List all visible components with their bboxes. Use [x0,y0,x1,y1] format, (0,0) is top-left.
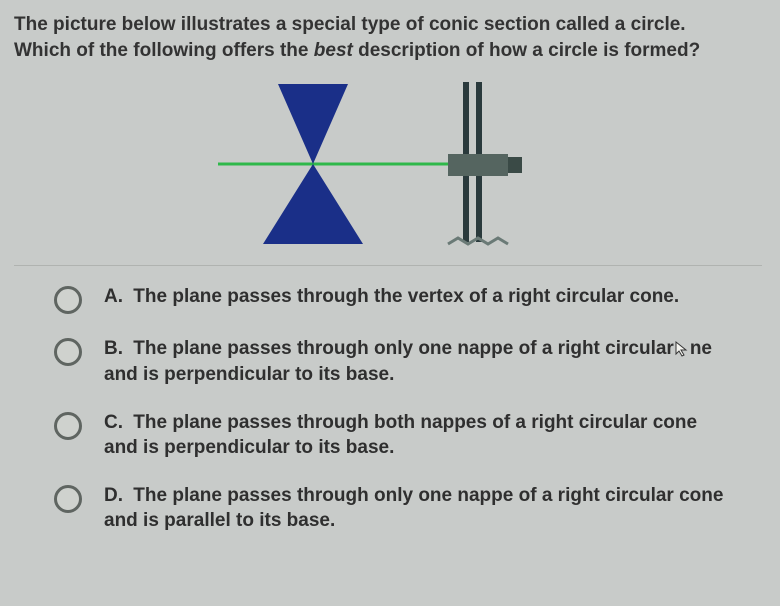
conic-figure [218,74,558,254]
option-c[interactable]: C. The plane passes through both nappes … [54,410,752,461]
option-c-letter: C. [104,410,128,436]
option-b-body-pre: The plane passes through only one nappe … [133,338,674,359]
radio-c[interactable] [54,412,82,440]
options-list: A. The plane passes through the vertex o… [14,284,762,534]
option-d-letter: D. [104,483,128,509]
radio-b[interactable] [54,338,82,366]
conic-svg [218,74,558,254]
radio-d[interactable] [54,485,82,513]
question-prompt: The picture below illustrates a special … [14,12,762,63]
option-c-body: The plane passes through both nappes of … [104,412,697,459]
option-c-text: C. The plane passes through both nappes … [104,410,724,461]
question-line-1: The picture below illustrates a special … [14,14,686,35]
radio-a[interactable] [54,286,82,314]
figure-area [14,69,762,259]
divider [14,265,762,266]
question-line-2-italic: best [314,40,353,61]
option-d[interactable]: D. The plane passes through only one nap… [54,483,752,534]
option-d-text: D. The plane passes through only one nap… [104,483,724,534]
option-d-body: The plane passes through only one nappe … [104,485,723,532]
option-b-text: B. The plane passes through only one nap… [104,336,724,387]
option-a-text: A. The plane passes through the vertex o… [104,284,679,310]
option-a-letter: A. [104,284,128,310]
question-line-2-pre: Which of the following offers the [14,40,314,61]
question-page: The picture below illustrates a special … [0,0,780,566]
option-a[interactable]: A. The plane passes through the vertex o… [54,284,752,314]
option-b[interactable]: B. The plane passes through only one nap… [54,336,752,387]
cursor-icon [674,340,690,358]
option-b-letter: B. [104,336,128,362]
option-a-body: The plane passes through the vertex of a… [133,286,679,307]
question-line-2-post: description of how a circle is formed? [353,40,700,61]
